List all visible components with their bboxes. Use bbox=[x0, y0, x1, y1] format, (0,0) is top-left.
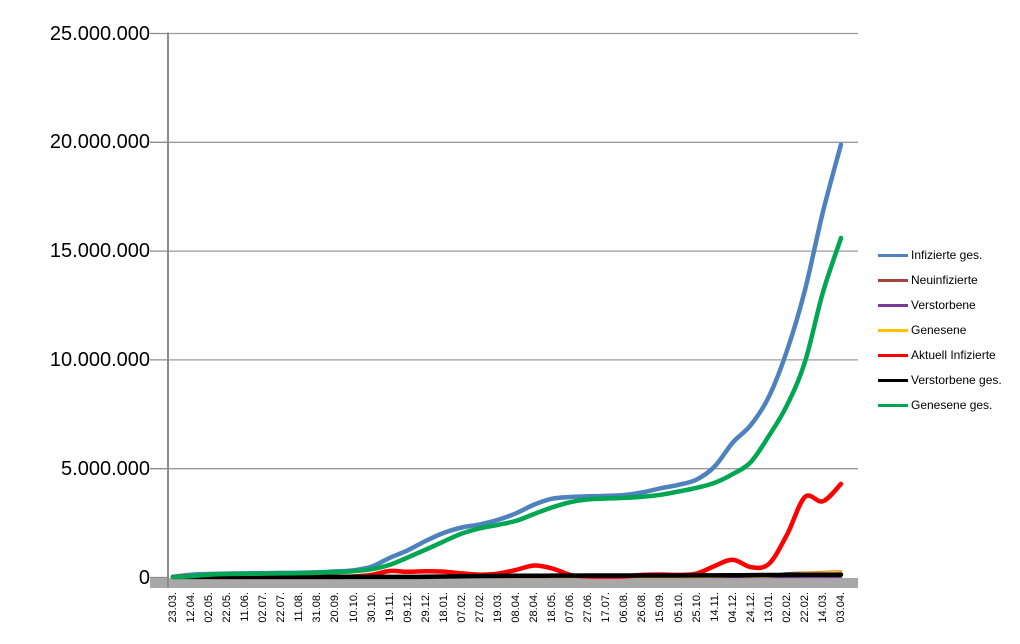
legend-item-verstorbene: Verstorbene bbox=[878, 297, 976, 313]
legend-line-swatch bbox=[878, 353, 908, 357]
legend-label: Infizierte ges. bbox=[911, 248, 983, 262]
legend-label: Verstorbene bbox=[911, 298, 976, 312]
legend-label: Neuinfizierte bbox=[911, 273, 978, 287]
legend-item-aktuell-infizierte: Aktuell Infizierte bbox=[878, 347, 996, 363]
legend-item-infizierte-ges: Infizierte ges. bbox=[878, 247, 982, 263]
x-tick-label: 30.10. bbox=[365, 592, 378, 623]
y-tick-label: 20.000.000 bbox=[49, 131, 150, 154]
x-tick-label: 15.09. bbox=[654, 592, 667, 623]
y-tick-label: 5.000.000 bbox=[61, 457, 150, 480]
legend-line-swatch bbox=[878, 403, 908, 407]
legend-line-swatch bbox=[878, 328, 908, 332]
x-tick-label: 07.02. bbox=[455, 592, 468, 623]
x-tick-label: 02.05. bbox=[203, 592, 216, 623]
x-tick-label: 22.02. bbox=[798, 592, 811, 623]
x-tick-label: 28.04. bbox=[528, 592, 541, 623]
x-tick-label: 04.12. bbox=[726, 592, 739, 623]
legend-label: Genesene ges. bbox=[911, 398, 993, 412]
legend-item-verstorbene-ges: Verstorbene ges. bbox=[878, 372, 1002, 388]
x-tick-label: 19.03. bbox=[491, 592, 504, 623]
legend-label: Aktuell Infizierte bbox=[911, 348, 996, 362]
x-tick-label: 07.06. bbox=[564, 592, 577, 623]
x-tick-label: 27.06. bbox=[582, 592, 595, 623]
x-tick-label: 03.04. bbox=[834, 592, 847, 623]
x-tick-label: 11.06. bbox=[239, 592, 252, 622]
x-tick-label: 27.02. bbox=[473, 592, 486, 623]
x-tick-label: 08.04. bbox=[510, 592, 523, 623]
x-axis-line bbox=[150, 578, 858, 588]
y-tick-label: 10.000.000 bbox=[49, 348, 150, 371]
legend-label: Genesene bbox=[911, 323, 967, 337]
x-tick-label: 18.01. bbox=[437, 592, 450, 623]
x-tick-label: 22.07. bbox=[275, 592, 288, 623]
x-tick-label: 26.08. bbox=[636, 592, 649, 623]
y-tick-label: 15.000.000 bbox=[49, 240, 150, 263]
series-line-infizierte-ges bbox=[170, 142, 844, 580]
legend-line-swatch bbox=[878, 278, 908, 282]
x-tick-label: 24.12. bbox=[744, 592, 757, 623]
legend-line-swatch bbox=[878, 378, 908, 382]
x-tick-label: 31.08. bbox=[311, 592, 324, 623]
x-tick-label: 06.08. bbox=[618, 592, 631, 623]
legend-item-genesene-ges: Genesene ges. bbox=[878, 397, 992, 413]
x-tick-label: 17.07. bbox=[600, 592, 613, 623]
legend-line-swatch bbox=[878, 253, 908, 257]
x-tick-label: 02.07. bbox=[257, 592, 270, 623]
y-tick-label: 25.000.000 bbox=[49, 22, 150, 45]
x-tick-label: 22.05. bbox=[221, 592, 234, 623]
x-tick-label: 13.01. bbox=[762, 592, 775, 623]
series-line-genesene-ges bbox=[170, 235, 844, 580]
x-tick-label: 18.05. bbox=[546, 592, 559, 623]
x-tick-label: 25.10. bbox=[690, 592, 703, 623]
x-tick-label: 20.09. bbox=[329, 592, 342, 623]
series-line-aktuell-infizierte bbox=[170, 481, 844, 580]
series-line-verstorbene-ges bbox=[170, 572, 844, 580]
x-tick-label: 14.03. bbox=[816, 592, 829, 623]
x-tick-label: 10.10. bbox=[347, 592, 360, 623]
x-tick-label: 23.03. bbox=[167, 592, 179, 623]
x-tick-label: 14.11. bbox=[708, 592, 721, 622]
y-tick-label: 0 bbox=[138, 566, 150, 589]
x-tick-label: 29.12. bbox=[419, 592, 432, 623]
x-tick-label: 11.08. bbox=[293, 592, 306, 622]
x-tick-label: 09.12. bbox=[401, 592, 414, 623]
legend-item-genesene: Genesene bbox=[878, 322, 966, 338]
x-tick-label: 02.02. bbox=[780, 592, 793, 623]
legend-item-neuinfizierte: Neuinfizierte bbox=[878, 272, 978, 288]
x-tick-label: 05.10. bbox=[672, 592, 685, 623]
legend-label: Verstorbene ges. bbox=[911, 373, 1002, 387]
x-tick-label: 19.11. bbox=[383, 592, 396, 622]
legend-line-swatch bbox=[878, 303, 908, 307]
x-tick-label: 12.04. bbox=[185, 592, 198, 623]
